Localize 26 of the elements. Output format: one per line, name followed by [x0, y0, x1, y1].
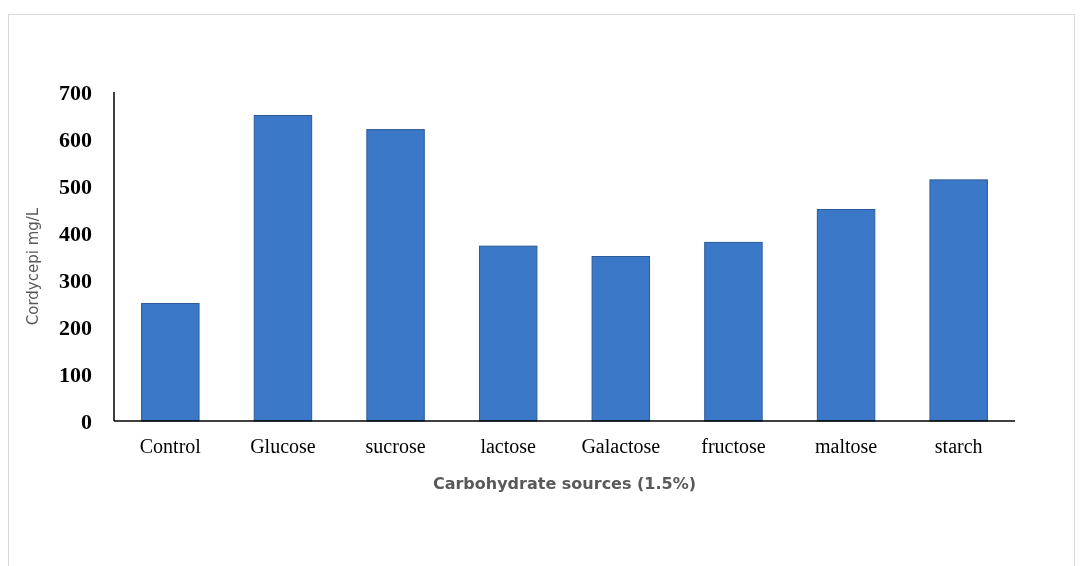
- y-tick-label: 700: [59, 79, 92, 105]
- x-tick-label: fructose: [701, 435, 766, 457]
- y-tick-label: 100: [59, 361, 92, 387]
- bar: [591, 256, 651, 422]
- y-tick-label: 0: [81, 408, 92, 434]
- x-tick-label: sucrose: [365, 435, 426, 457]
- x-tick-label: starch: [934, 435, 983, 457]
- y-tick-label: 500: [59, 173, 92, 199]
- x-tick-label: Control: [139, 435, 202, 457]
- bar: [704, 241, 763, 422]
- y-tick-label: 200: [59, 314, 92, 340]
- x-tick-label: lactose: [480, 435, 537, 457]
- bar: [253, 115, 313, 422]
- x-tick-label: maltose: [814, 435, 878, 457]
- bar: [929, 179, 988, 422]
- bar: [816, 209, 876, 422]
- bar: [141, 303, 200, 422]
- x-tick-label: Galactose: [581, 435, 661, 457]
- y-axis-title: Cordycepi mg/L: [24, 207, 42, 326]
- x-tick-label: Glucose: [250, 435, 316, 457]
- bar: [366, 129, 425, 422]
- y-tick-label: 400: [59, 220, 92, 246]
- y-tick-label: 600: [59, 126, 92, 152]
- x-axis-title: Carbohydrate sources (1.5%): [432, 474, 697, 493]
- y-tick-label: 300: [59, 267, 92, 293]
- bar: [478, 245, 538, 422]
